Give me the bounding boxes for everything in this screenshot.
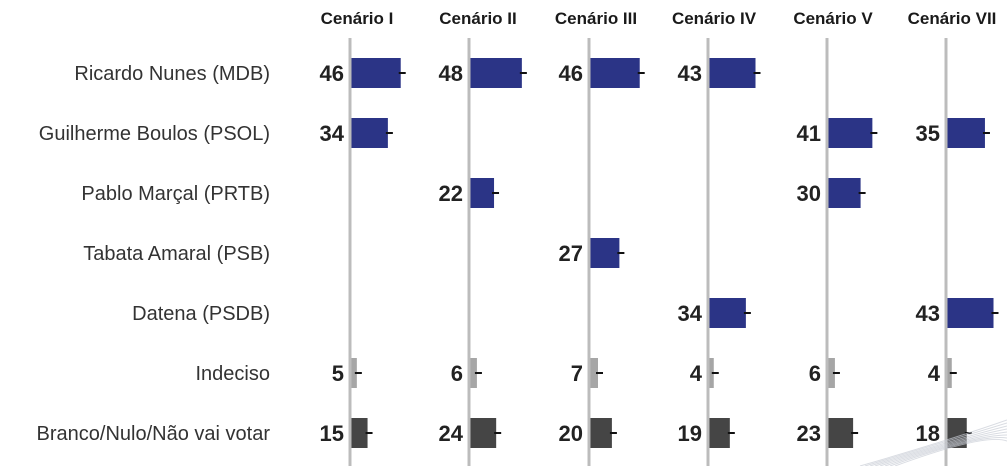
value-label-indeciso-cenario-v: 6 <box>809 361 821 386</box>
decorative-lines <box>859 419 1007 466</box>
value-label-indeciso-cenario-iv: 4 <box>690 361 703 386</box>
value-label-datena-psdb-cenario-vii: 43 <box>916 301 940 326</box>
row-label-ricardo-nunes-mdb: Ricardo Nunes (MDB) <box>74 63 270 85</box>
row-label-pablo-marcal-prtb: Pablo Marçal (PRTB) <box>81 183 270 205</box>
column-headers: Cenário I Cenário II Cenário III Cenário IV… <box>321 9 997 28</box>
bar-guilherme-boulos-psol-cenario-i <box>351 118 388 148</box>
value-label-branco-nulo-nao-vai-votar-cenario-iv: 19 <box>678 421 702 446</box>
value-label-tabata-amaral-psb-cenario-iii: 27 <box>559 241 583 266</box>
bar-tabata-amaral-psb-cenario-iii <box>590 238 620 268</box>
bar-branco-nulo-nao-vai-votar-cenario-iii <box>590 418 612 448</box>
row-label-indeciso: Indeciso <box>196 363 271 385</box>
bar-branco-nulo-nao-vai-votar-cenario-vii <box>947 418 967 448</box>
decorative-curve <box>864 422 1007 466</box>
value-label-datena-psdb-cenario-iv: 34 <box>678 301 703 326</box>
column-header-cenario-i: Cenário I <box>321 9 394 28</box>
bar-ricardo-nunes-mdb-cenario-iii <box>590 58 640 88</box>
value-label-pablo-marcal-prtb-cenario-ii: 22 <box>439 181 463 206</box>
value-label-branco-nulo-nao-vai-votar-cenario-iii: 20 <box>559 421 583 446</box>
column-header-cenario-iii: Cenário III <box>555 9 637 28</box>
value-label-ricardo-nunes-mdb-cenario-iii: 46 <box>559 61 583 86</box>
decorative-curve <box>879 431 1007 466</box>
value-label-ricardo-nunes-mdb-cenario-iv: 43 <box>678 61 702 86</box>
value-label-ricardo-nunes-mdb-cenario-ii: 48 <box>439 61 463 86</box>
bar-indeciso-cenario-ii <box>470 358 477 388</box>
value-label-branco-nulo-nao-vai-votar-cenario-ii: 24 <box>439 421 464 446</box>
bar-branco-nulo-nao-vai-votar-cenario-v <box>828 418 854 448</box>
bar-pablo-marcal-prtb-cenario-ii <box>470 178 495 208</box>
bar-guilherme-boulos-psol-cenario-v <box>828 118 873 148</box>
value-label-branco-nulo-nao-vai-votar-cenario-v: 23 <box>797 421 821 446</box>
bar-indeciso-cenario-iii <box>590 358 598 388</box>
value-label-branco-nulo-nao-vai-votar-cenario-i: 15 <box>320 421 344 446</box>
value-label-indeciso-cenario-i: 5 <box>332 361 344 386</box>
bar-ricardo-nunes-mdb-cenario-iv <box>709 58 756 88</box>
decorative-curve <box>869 425 1007 466</box>
value-label-guilherme-boulos-psol-cenario-i: 34 <box>320 121 345 146</box>
row-label-datena-psdb: Datena (PSDB) <box>132 303 270 325</box>
column-header-cenario-v: Cenário V <box>793 9 873 28</box>
column-axes <box>348 38 948 466</box>
decorative-curve <box>894 438 1007 466</box>
bar-indeciso-cenario-v <box>828 358 835 388</box>
decorative-curve <box>859 419 1007 466</box>
bar-branco-nulo-nao-vai-votar-cenario-i <box>351 418 368 448</box>
column-header-cenario-vii: Cenário VII <box>908 9 997 28</box>
column-header-cenario-iv: Cenário IV <box>672 9 757 28</box>
bar-indeciso-cenario-iv <box>709 358 714 388</box>
bar-pablo-marcal-prtb-cenario-v <box>828 178 861 208</box>
bar-ricardo-nunes-mdb-cenario-ii <box>470 58 522 88</box>
decorative-curve <box>889 437 1007 466</box>
bar-datena-psdb-cenario-iv <box>709 298 746 328</box>
bar-indeciso-cenario-vii <box>947 358 952 388</box>
value-label-branco-nulo-nao-vai-votar-cenario-vii: 18 <box>916 421 940 446</box>
bar-branco-nulo-nao-vai-votar-cenario-iv <box>709 418 730 448</box>
value-label-ricardo-nunes-mdb-cenario-i: 46 <box>320 61 344 86</box>
bar-ricardo-nunes-mdb-cenario-i <box>351 58 401 88</box>
row-label-guilherme-boulos-psol: Guilherme Boulos (PSOL) <box>39 123 270 145</box>
decorative-curve <box>884 434 1007 466</box>
bar-guilherme-boulos-psol-cenario-vii <box>947 118 985 148</box>
column-header-cenario-ii: Cenário II <box>439 9 516 28</box>
bar-indeciso-cenario-i <box>351 358 357 388</box>
value-label-indeciso-cenario-iii: 7 <box>571 361 583 386</box>
value-label-indeciso-cenario-vii: 4 <box>928 361 941 386</box>
value-label-guilherme-boulos-psol-cenario-vii: 35 <box>916 121 940 146</box>
decorative-curve <box>874 428 1007 466</box>
bar-datena-psdb-cenario-vii <box>947 298 994 328</box>
value-label-pablo-marcal-prtb-cenario-v: 30 <box>797 181 821 206</box>
row-labels: Ricardo Nunes (MDB) Guilherme Boulos (PSO… <box>37 63 271 445</box>
row-label-tabata-amaral-psb: Tabata Amaral (PSB) <box>83 243 270 265</box>
bar-branco-nulo-nao-vai-votar-cenario-ii <box>470 418 497 448</box>
value-label-guilherme-boulos-psol-cenario-v: 41 <box>797 121 821 146</box>
value-label-indeciso-cenario-ii: 6 <box>451 361 463 386</box>
row-label-branco-nulo-nao-vai-votar: Branco/Nulo/Não vai votar <box>37 423 271 445</box>
